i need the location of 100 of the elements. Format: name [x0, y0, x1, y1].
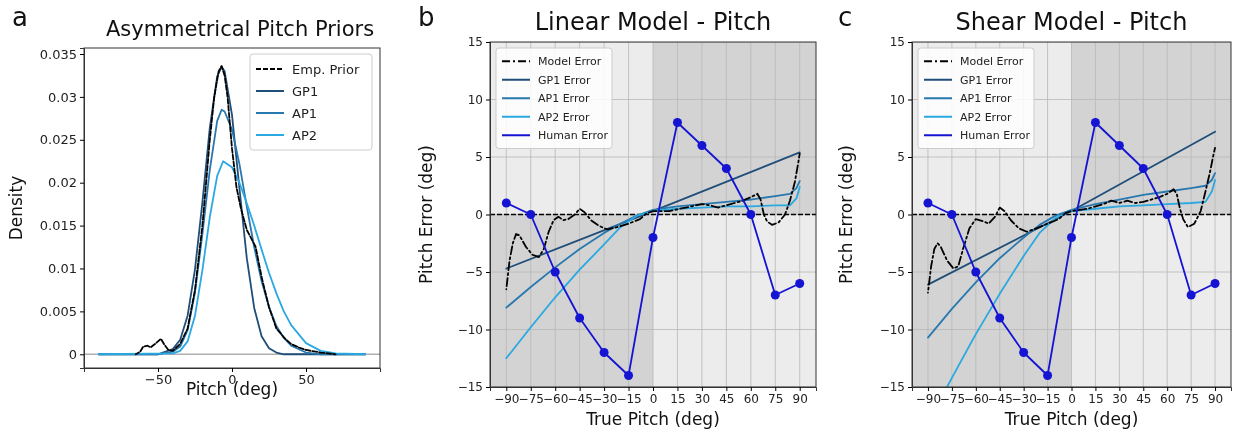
y-tick-label: 0.03 — [48, 89, 77, 105]
line-series — [505, 180, 801, 309]
y-axis-title: Pitch Error (deg) — [836, 145, 856, 284]
line-series — [946, 179, 1216, 387]
x-tick-label: −15 — [616, 391, 642, 406]
point — [1138, 164, 1148, 173]
x-tick-label: 0 — [1068, 391, 1076, 406]
point — [995, 313, 1005, 323]
y-tick-label: 0.025 — [39, 132, 77, 148]
x-tick-label: 45 — [1136, 391, 1152, 406]
x-tick-label: −30 — [1011, 391, 1037, 406]
x-tick-label: −45 — [987, 391, 1013, 406]
x-axis-title: True Pitch (deg) — [585, 409, 720, 429]
x-tick-label: 50 — [298, 372, 315, 388]
y-axis-title: Pitch Error (deg) — [416, 145, 436, 284]
point — [971, 267, 981, 277]
point — [575, 313, 585, 323]
x-tick-label: −15 — [1035, 391, 1061, 406]
y-tick-label: 5 — [475, 150, 483, 165]
x-tick-label: 30 — [1112, 391, 1128, 406]
y-tick-label: 15 — [889, 35, 905, 50]
y-tick-label: 0.01 — [48, 261, 77, 277]
x-tick-label: −60 — [543, 391, 569, 406]
x-tick-label: −50 — [144, 372, 173, 388]
point — [1162, 210, 1172, 219]
x-tick-label: 60 — [1160, 391, 1176, 406]
y-tick-label: −5 — [887, 265, 905, 280]
point — [795, 279, 805, 288]
point — [1114, 141, 1124, 150]
y-axis-title: Density — [6, 175, 26, 241]
point — [526, 210, 536, 219]
y-tick-label: 10 — [467, 92, 483, 107]
y-tick-label: 0.035 — [39, 46, 77, 62]
legend-label: AP2 Error — [538, 110, 590, 124]
point — [648, 233, 658, 242]
x-tick-label: −90 — [494, 391, 520, 406]
y-tick-label: −10 — [879, 322, 905, 337]
point — [672, 118, 682, 127]
y-tick-label: 5 — [897, 150, 905, 165]
point — [624, 371, 634, 380]
legend-label: Emp. Prior — [292, 61, 360, 77]
point — [721, 164, 731, 173]
x-tick-label: 90 — [792, 391, 808, 406]
x-tick-label: 60 — [743, 391, 759, 406]
point — [1210, 279, 1220, 288]
y-tick-label: 0.005 — [39, 304, 77, 320]
point — [1019, 348, 1029, 357]
x-tick-label: −90 — [915, 391, 942, 406]
point — [746, 210, 756, 219]
y-tick-label: 0.02 — [48, 175, 77, 191]
x-tick-label: 0 — [649, 391, 658, 406]
point — [550, 267, 560, 277]
x-tick-label: 15 — [1088, 391, 1104, 406]
legend-label: Model Error — [960, 55, 1024, 69]
x-tick-label: 90 — [1207, 391, 1224, 406]
line-series — [97, 160, 367, 356]
x-axis-title: True Pitch (deg) — [1003, 409, 1139, 429]
line-series — [927, 172, 1216, 339]
y-tick-label: 0 — [475, 207, 483, 222]
y-tick-label: −10 — [457, 322, 483, 337]
legend-label: AP2 Error — [960, 110, 1012, 124]
point — [770, 290, 780, 300]
x-tick-label: −60 — [963, 391, 989, 406]
text: b — [418, 2, 435, 32]
point — [501, 198, 511, 208]
chart-title: Linear Model - Pitch — [534, 8, 772, 36]
legend-label: GP1 Error — [960, 73, 1013, 87]
legend-label: AP1 Error — [538, 92, 590, 106]
y-tick-label: 15 — [467, 35, 483, 50]
x-tick-label: 75 — [768, 391, 784, 406]
x-tick-label: 30 — [694, 391, 711, 406]
point — [1090, 118, 1100, 127]
line-series — [505, 186, 801, 360]
point — [947, 210, 957, 219]
legend-label: AP1 — [292, 105, 318, 121]
point — [697, 141, 707, 150]
y-tick-label: −5 — [465, 265, 483, 280]
chart-title: Asymmetrical Pitch Priors — [105, 17, 375, 41]
x-tick-label: −30 — [591, 391, 618, 406]
legend-label: Human Error — [960, 129, 1031, 143]
y-tick-label: 0 — [68, 346, 77, 362]
legend-label: GP1 — [292, 83, 319, 99]
point — [1043, 371, 1053, 380]
y-tick-label: 10 — [889, 92, 905, 107]
x-tick-label: 75 — [1183, 391, 1200, 406]
point — [599, 348, 609, 357]
legend-label: AP1 Error — [960, 92, 1012, 106]
x-tick-label: −75 — [518, 391, 544, 406]
y-tick-label: 0.015 — [39, 218, 77, 234]
legend-label: AP2 — [292, 127, 318, 143]
legend-label: Human Error — [538, 129, 609, 143]
point — [1186, 290, 1196, 300]
text: c — [838, 2, 853, 32]
chart-title: Shear Model - Pitch — [955, 8, 1188, 36]
x-tick-label: 45 — [719, 391, 735, 406]
legend-label: Model Error — [538, 55, 602, 69]
x-tick-label: 15 — [670, 391, 686, 406]
legend-label: GP1 Error — [538, 73, 591, 87]
point — [923, 198, 933, 208]
text: a — [12, 2, 28, 32]
